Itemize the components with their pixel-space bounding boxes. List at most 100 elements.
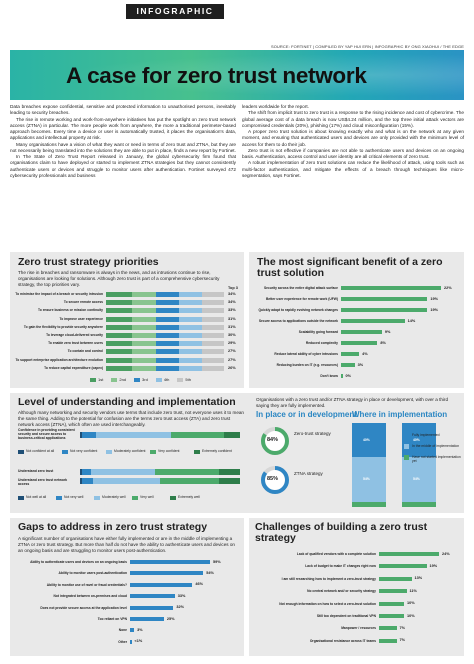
challenges-value-label: 10% [407, 601, 415, 606]
priority-bar-segment [106, 333, 132, 338]
priority-bar-segment [201, 365, 224, 371]
title-banner: A case for zero trust network [10, 50, 464, 100]
legend-label: Very well [140, 495, 154, 499]
challenges-bar [379, 576, 412, 581]
priorities-panel: Zero trust strategy priorities The rise … [10, 252, 244, 388]
priority-bar-segment [106, 365, 132, 371]
gaps-text: A significant number of organisations ha… [18, 536, 235, 553]
gaps-category-label: Ability to monitor use of ravel or fraud… [46, 582, 127, 587]
gaps-bar [130, 617, 164, 621]
gaps-bar [130, 605, 174, 610]
priority-bar-segment [201, 300, 224, 306]
priority-bar-segment [131, 324, 156, 330]
priority-bar-segment [131, 341, 156, 347]
benefit-category-label: Reduced complexity [305, 341, 338, 345]
legend-label: Very confident [158, 449, 180, 453]
benefit-value-label: 19% [430, 307, 438, 312]
confidence-bar-segment [80, 432, 82, 438]
top-bar: INFOGRAPHIC [0, 0, 474, 22]
understand-bar-segment [81, 469, 92, 475]
legend-label: 1st [98, 377, 104, 382]
legend-swatch [18, 496, 24, 500]
understand-label: Understand zero trust [18, 469, 54, 473]
challenges-value-label: 11% [409, 588, 417, 593]
priority-top3-value: 34% [228, 300, 236, 305]
priority-bar-segment [179, 324, 202, 330]
intro-paragraph: Data breaches expose confidential, sensi… [10, 104, 236, 116]
donut-chart [261, 427, 289, 455]
benefit-value-label: 22% [444, 285, 452, 290]
challenges-value-label: 7% [399, 638, 406, 643]
confidence-bar-segment [96, 432, 172, 438]
intro-paragraph: In The State of Zero Trust Report releas… [10, 154, 236, 178]
legend-swatch [150, 450, 156, 454]
benefit-bar [341, 363, 355, 367]
benefit-value-label: 0% [345, 373, 352, 378]
donut-value: 85% [267, 476, 279, 482]
priority-bar-segment [179, 308, 202, 314]
priority-bar-segment [201, 324, 224, 330]
challenges-value-label: 19% [429, 563, 438, 568]
challenges-bar [379, 564, 427, 569]
challenges-category-label: Lack of budget to make IT changes right … [305, 564, 376, 569]
priority-bar-segment [106, 316, 132, 322]
implementation-value: 40% [413, 437, 420, 442]
understand-label: Understand zero trust network access [18, 478, 68, 486]
priority-bar-segment [201, 357, 224, 363]
legend-label: Extremely well [178, 495, 200, 499]
gaps-value-label: 54% [206, 570, 214, 575]
benefit-category-label: Secure access to applications outside th… [258, 319, 338, 323]
implementation-bar-segment [402, 501, 436, 507]
gaps-bar [130, 560, 210, 564]
understand-bar-segment [155, 469, 220, 475]
priority-label: To enable zero trust between users [48, 341, 103, 346]
benefit-category-label: Quickly adapt to rapidly evolving networ… [258, 308, 338, 312]
challenges-bar [379, 614, 404, 618]
priority-bar-segment [201, 316, 224, 322]
priority-bar-segment [201, 349, 224, 355]
benefit-bar [341, 319, 405, 323]
priority-bar-segment [155, 292, 180, 297]
legend-swatch [170, 496, 176, 500]
legend-label: 2nd [119, 377, 127, 382]
gaps-value-label: 25% [166, 616, 175, 621]
understand-bar-segment [91, 469, 156, 475]
legend-label: Extremely confident [202, 449, 232, 453]
benefit-value-label: 19% [430, 296, 438, 301]
benefit-bar [341, 341, 378, 345]
donut-arc [261, 466, 289, 494]
gaps-category-label: Not integrated between on-premises and c… [53, 594, 127, 599]
gaps-category-label: Other [118, 639, 127, 644]
priority-top3-value: 27% [228, 357, 236, 362]
intro-paragraph: Zero trust is not effective if companies… [242, 147, 464, 159]
legend-swatch [404, 455, 409, 460]
benefit-category-label: Reduce lateral ability of cyber intrusio… [274, 352, 338, 356]
priority-bar-segment [106, 349, 132, 355]
challenges-bar [379, 638, 397, 643]
priority-bar-segment [179, 316, 202, 322]
challenges-title: Challenges of building a zero trust stra… [255, 521, 428, 544]
benefit-bar [341, 330, 382, 334]
understanding-title: Level of understanding and implementatio… [18, 396, 236, 408]
intro-paragraph: Many organisations have a vision of what… [10, 141, 236, 153]
priority-bar-segment [201, 292, 224, 297]
donut-caption: ZTNA strategy [294, 471, 323, 476]
gaps-value-label: <1% [134, 639, 143, 644]
donut-chart [261, 466, 289, 494]
challenges-value-label: 7% [399, 625, 406, 630]
understanding-panel: Level of understanding and implementatio… [10, 393, 464, 513]
legend-swatch [56, 496, 62, 500]
priority-label: To improve user experience [59, 316, 103, 321]
benefit-bar [341, 308, 428, 312]
legend-label: Not well at all [26, 495, 47, 499]
benefit-category-label: Security across the entire digital attac… [263, 286, 338, 290]
donut-caption: Zero-trust strategy [294, 431, 331, 436]
benefit-title: The most significant benefit of a zero t… [257, 256, 443, 279]
intro-paragraph: A robust implementation of zero trust so… [242, 160, 464, 178]
legend-swatch [90, 377, 96, 382]
legend-label: In the middle of implementation [412, 443, 460, 448]
priority-bar-segment [131, 300, 156, 306]
priority-bar-segment [155, 357, 180, 363]
priority-bar-segment [155, 349, 180, 355]
priority-top3-value: 31% [228, 316, 236, 321]
